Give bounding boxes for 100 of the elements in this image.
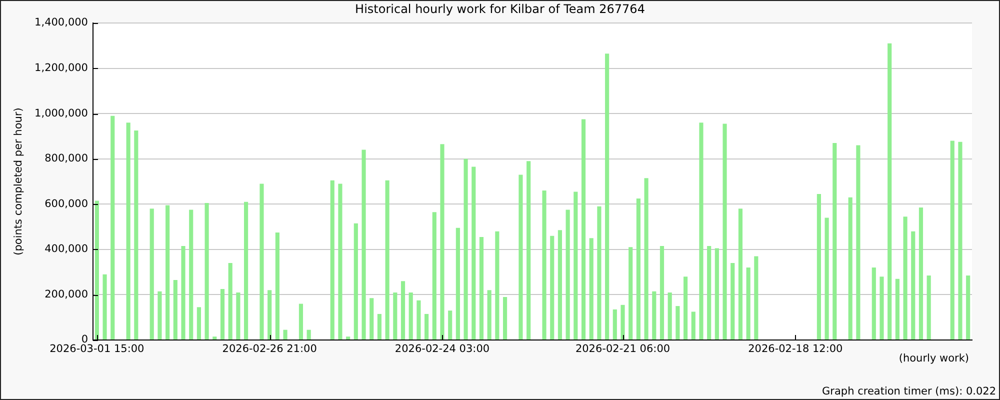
bar (832, 143, 837, 340)
bar (173, 280, 178, 340)
bar (487, 290, 492, 340)
bar (699, 122, 704, 340)
bar (110, 116, 115, 340)
bar (518, 174, 523, 340)
bar (676, 306, 680, 340)
bar (668, 292, 672, 340)
bar (166, 205, 170, 340)
bar (824, 218, 829, 340)
bar (346, 336, 350, 340)
y-tick-label: 800,000 (44, 152, 88, 165)
bar (244, 202, 248, 340)
bar (181, 246, 186, 340)
bar (714, 248, 719, 340)
bar (542, 190, 546, 340)
bar (558, 230, 562, 340)
bar (306, 330, 311, 340)
bar (220, 289, 225, 340)
bar (856, 145, 860, 340)
bar (298, 304, 304, 340)
bar (495, 231, 500, 340)
y-tick-label: 1,200,000 (34, 62, 88, 74)
bar (94, 200, 99, 340)
y-axis-title: (points completed per hour) (12, 108, 25, 256)
bar (102, 274, 107, 340)
bar (385, 180, 390, 340)
bar (926, 275, 931, 340)
bar (400, 281, 406, 340)
bar (134, 130, 138, 340)
bar (408, 292, 413, 340)
bar (911, 231, 916, 340)
bar (628, 247, 633, 340)
bar (158, 291, 162, 340)
bar (150, 208, 154, 340)
bar (268, 290, 272, 340)
bar (393, 292, 398, 340)
bar (722, 124, 727, 340)
bar (950, 140, 954, 340)
bar (502, 296, 508, 340)
bar (738, 208, 743, 340)
bar (660, 246, 664, 340)
y-tick-label: 1,400,000 (34, 16, 88, 29)
bar (903, 216, 908, 340)
y-tick-label: 200,000 (44, 288, 88, 300)
bar (684, 276, 688, 340)
bar (605, 54, 610, 340)
bar (888, 43, 892, 340)
bar (283, 330, 288, 340)
bar (566, 210, 570, 340)
bar (880, 276, 884, 340)
bar (338, 184, 342, 340)
bar (275, 232, 280, 340)
bar (479, 236, 484, 340)
bar (526, 161, 531, 340)
bar (354, 223, 358, 340)
bar (550, 236, 554, 340)
bar (581, 119, 586, 340)
bar (966, 275, 970, 340)
x-tick-label: 2026-02-26 21:00 (222, 343, 317, 356)
bar (730, 263, 735, 340)
y-tick-label: 600,000 (44, 198, 88, 210)
bar (260, 184, 264, 340)
bar (754, 256, 758, 340)
y-tick-label: 400,000 (44, 243, 88, 256)
bar (330, 180, 334, 340)
bar (464, 158, 468, 340)
bar (612, 309, 617, 340)
bar (746, 268, 750, 340)
bar (126, 122, 130, 340)
bar (589, 238, 594, 340)
bar (644, 178, 648, 340)
y-tick-label: 1,000,000 (34, 107, 88, 120)
bar (196, 307, 201, 340)
bar (707, 246, 712, 340)
bar (377, 314, 382, 340)
bar (895, 278, 900, 340)
bar (848, 197, 852, 340)
bar (204, 203, 209, 340)
bar (228, 263, 232, 340)
bar (597, 206, 602, 340)
bar (636, 198, 640, 340)
bar (370, 298, 374, 340)
bar (416, 300, 421, 340)
text: Graph creation timer (ms): 0.022 (822, 386, 996, 398)
bar (816, 194, 821, 340)
bar (918, 208, 924, 340)
bar (456, 228, 460, 340)
bar (432, 212, 436, 340)
x-axis-title: (hourly work) (898, 352, 969, 365)
bar (440, 144, 444, 340)
bar (212, 336, 217, 340)
bar (574, 192, 578, 340)
bar (691, 312, 696, 340)
bar (189, 210, 194, 340)
bar (472, 166, 476, 340)
bar (652, 291, 656, 340)
x-tick-label: 2026-02-21 06:00 (575, 343, 670, 356)
bar (958, 142, 962, 340)
bar (236, 292, 240, 340)
